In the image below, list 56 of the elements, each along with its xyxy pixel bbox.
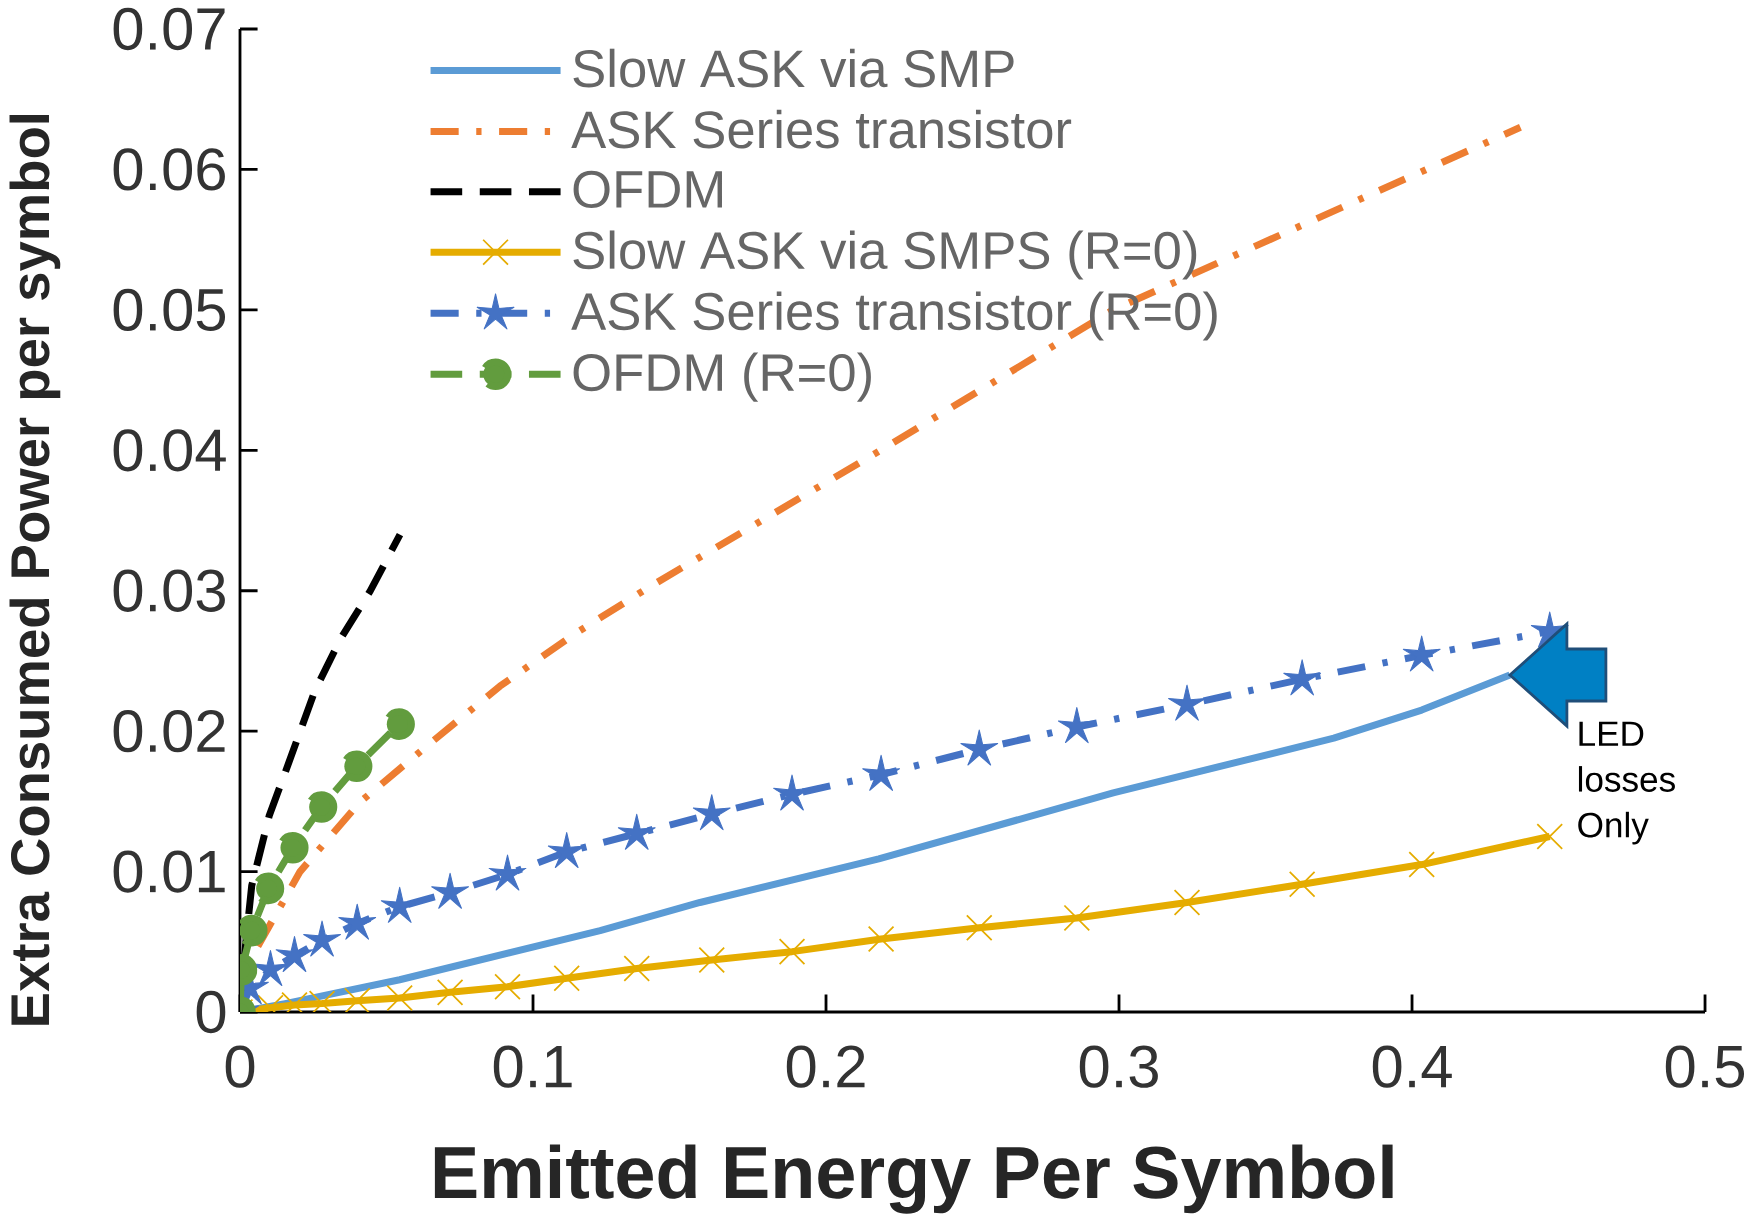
point: [305, 791, 338, 823]
annotation: LED losses Only: [1578, 721, 1675, 845]
point: [431, 872, 469, 909]
y-tick-label: 0.01: [113, 850, 225, 893]
point: [862, 754, 901, 791]
point: [623, 955, 651, 982]
x-tick-label: 0.5: [1665, 1045, 1745, 1088]
point: [1063, 904, 1091, 932]
x-tick-label: 0.3: [1079, 1045, 1158, 1088]
point: [343, 987, 371, 1013]
point: [960, 729, 999, 766]
point: [275, 935, 314, 973]
legend-label: OFDM: [573, 170, 722, 209]
point: [778, 938, 806, 965]
point: [386, 984, 413, 1012]
point: [383, 708, 415, 740]
point: [1283, 659, 1322, 696]
point: [340, 750, 373, 783]
point: [553, 965, 580, 992]
point: [1057, 707, 1096, 744]
point: [303, 920, 341, 957]
point: [1168, 684, 1206, 721]
y-tick-label: 0: [196, 990, 226, 1034]
y-tick-label: 0.05: [113, 288, 226, 332]
legend-label: ASK Series transistor: [571, 109, 1072, 149]
point: [965, 914, 993, 942]
point: [252, 872, 285, 905]
y-tick-label: 0.02: [113, 710, 225, 753]
legend-label: Slow ASK via SMP: [573, 48, 1014, 88]
point: [1288, 870, 1316, 898]
point: [617, 813, 656, 850]
point: [1173, 889, 1201, 916]
y-tick-label: 0.03: [113, 569, 225, 612]
legend-label: Slow ASK via SMPS (R=0): [573, 230, 1197, 280]
point: [692, 794, 731, 831]
y-tick-label: 0.06: [113, 148, 225, 191]
legend-label: OFDM (R=0): [573, 352, 871, 402]
x-tick-label: 0.2: [786, 1045, 865, 1088]
point: [338, 903, 377, 940]
point: [436, 979, 464, 1006]
point: [276, 831, 309, 864]
point: [698, 946, 726, 974]
point: [494, 973, 521, 1001]
point: [867, 925, 895, 953]
y-axis-title: Extra Consumed Power per symbol: [9, 114, 61, 1025]
point: [488, 854, 527, 891]
point: [1402, 635, 1441, 672]
y-tick-label: 0.04: [113, 429, 226, 472]
point: [1408, 851, 1435, 878]
x-tick-label: 0: [225, 1045, 255, 1088]
x-axis-title: Emitted Energy Per Symbol: [434, 1144, 1393, 1214]
x-tick-label: 0.1: [493, 1045, 572, 1088]
x-tick-label: 0.4: [1372, 1045, 1452, 1088]
point: [1536, 823, 1564, 850]
y-tick-label: 0.07: [113, 7, 225, 51]
legend-label: ASK Series transistor (R=0): [571, 291, 1217, 341]
